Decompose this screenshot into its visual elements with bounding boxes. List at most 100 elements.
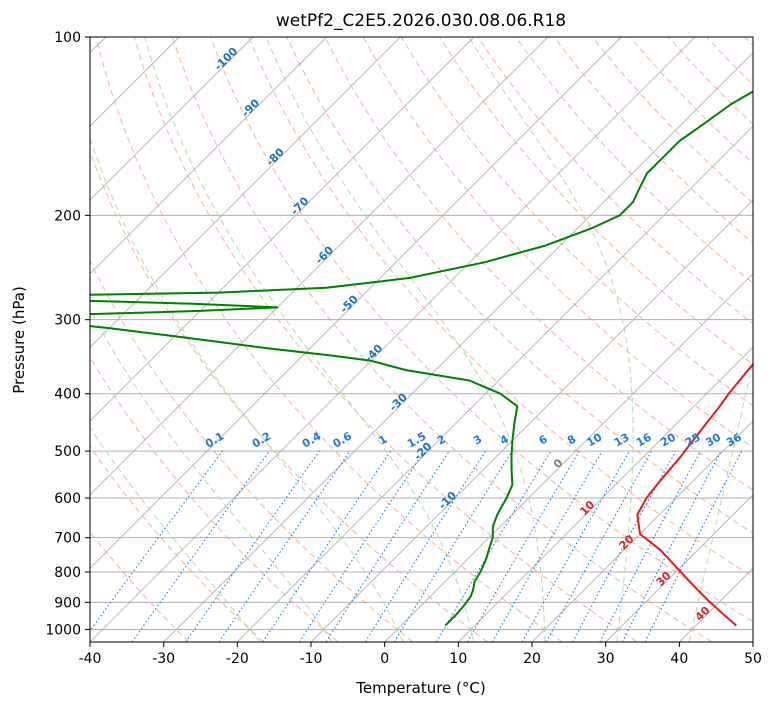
y-tick-label: 400 [54, 387, 81, 403]
isotherm-line [90, 37, 549, 496]
mixing-ratio-line [298, 450, 425, 642]
x-tick-label: 20 [523, 651, 541, 667]
x-tick-label: -10 [300, 651, 323, 667]
mixing-ratio-line [545, 450, 653, 642]
mixing-ratio-label: 1 [376, 433, 389, 448]
dry-adiabat [668, 37, 753, 125]
dewpoint-line [90, 90, 753, 627]
moist-adiabat [688, 358, 753, 642]
mixing-ratio-label: 6 [537, 432, 550, 447]
y-tick-label: 100 [54, 30, 81, 46]
isotherm-line [384, 273, 753, 642]
isotherm-label: -50 [337, 292, 360, 315]
mixing-ratio-label: 0.2 [250, 430, 273, 451]
moist-adiabat [90, 426, 261, 642]
isotherm-line [678, 567, 753, 642]
dry-adiabat [90, 356, 339, 642]
dry-adiabat [90, 150, 488, 642]
isotherm-label: -70 [288, 194, 311, 217]
grid-layer [90, 37, 753, 642]
warm-isotherm-label: 10 [577, 498, 597, 518]
isotherm-label: -10 [436, 489, 459, 512]
isotherm-line [752, 641, 753, 642]
x-tick-label: 0 [380, 651, 389, 667]
mixing-ratio-label: 2 [435, 433, 448, 448]
dry-adiabat [744, 37, 753, 47]
isotherm-line [90, 37, 401, 348]
mixing-ratio-label: 0.1 [203, 430, 226, 451]
isotherm-label: -60 [313, 243, 336, 266]
x-axis-ticks: -40 -30 -20 -10 0 10 20 30 40 50 [79, 642, 762, 667]
dry-adiabat [553, 37, 753, 244]
profile-series [90, 90, 753, 627]
isotherm-line [90, 37, 475, 422]
warm-isotherm-label: 40 [693, 604, 713, 624]
inline-labels: 0.1 0.2 0.4 0.6 1 1.5 2 3 4 6 8 10 13 16 20 25 30 36-100-… [203, 44, 744, 623]
dry-adiabat [248, 37, 753, 578]
dry-adiabat [324, 37, 753, 491]
y-tick-label: 600 [54, 491, 81, 507]
chart-title: wetPf2_C2E5.2026.030.08.06.R18 [276, 11, 566, 31]
isotherm-label: -40 [362, 341, 385, 364]
x-tick-label: -40 [79, 651, 102, 667]
mixing-ratio-line [364, 450, 486, 642]
moist-adiabat [265, 37, 546, 642]
x-tick-label: 50 [744, 651, 762, 667]
isotherm-line [457, 346, 753, 642]
mixing-ratio-label: 0.6 [331, 429, 355, 450]
dry-adiabat [591, 37, 753, 204]
isotherm-line [90, 37, 254, 201]
mixing-ratio-line [262, 450, 392, 642]
isotherm-line [90, 37, 696, 642]
isotherm-line [236, 125, 753, 642]
dry-adiabat [90, 259, 414, 642]
mixing-ratio-label: 20 [658, 430, 678, 449]
y-axis-ticks: 100 200 300 400 500 600 700 800 900 1000 [45, 30, 90, 638]
mixing-ratio-line [599, 450, 701, 642]
moist-adiabat [90, 136, 404, 642]
dry-adiabat [171, 37, 712, 642]
moist-adiabat [468, 37, 634, 642]
isotherm-line [531, 420, 753, 642]
isotherm-line [605, 494, 753, 642]
y-tick-label: 300 [54, 313, 81, 329]
x-tick-label: 10 [449, 651, 467, 667]
moist-adiabat [90, 308, 333, 642]
isotherm-line [90, 37, 328, 275]
warm-isotherm-label: 20 [617, 532, 637, 552]
isotherm-label: -80 [264, 145, 287, 168]
mixing-ratio-line [393, 450, 513, 642]
mixing-ratio-line [644, 450, 743, 642]
mixing-ratio-line [325, 450, 450, 642]
dry-adiabat [706, 37, 753, 86]
y-tick-label: 500 [54, 444, 81, 460]
mixing-ratio-label: 30 [703, 430, 723, 449]
mixing-ratio-line [90, 450, 223, 632]
x-tick-label: -30 [152, 651, 175, 667]
x-axis-title: Temperature (°C) [355, 679, 485, 697]
mixing-ratio-label: 3 [471, 433, 484, 448]
dry-adiabat [90, 445, 264, 642]
moist-adiabat [144, 37, 475, 642]
plot-frame [89, 36, 754, 643]
mixing-ratio-label: 16 [634, 430, 654, 449]
temperature-line [636, 362, 753, 627]
y-tick-label: 1000 [45, 622, 81, 638]
mixing-ratio-line [435, 450, 552, 642]
dry-adiabat [95, 37, 563, 642]
x-tick-label: 40 [670, 651, 688, 667]
mixing-ratio-line [218, 450, 351, 642]
thermodynamic-lines [90, 37, 753, 642]
mixing-ratio-label: 0.4 [300, 429, 324, 450]
dry-adiabat [133, 37, 638, 642]
mixing-ratio-label: 8 [565, 433, 578, 448]
mixing-ratio-line [572, 450, 677, 642]
isotherm-label: -90 [239, 96, 262, 119]
y-tick-label: 800 [54, 565, 81, 581]
dry-adiabat [286, 37, 753, 534]
y-tick-label: 200 [54, 208, 81, 224]
isotherm-line [163, 52, 753, 642]
isotherm-line [310, 199, 753, 642]
mixing-ratio-line [521, 450, 630, 642]
